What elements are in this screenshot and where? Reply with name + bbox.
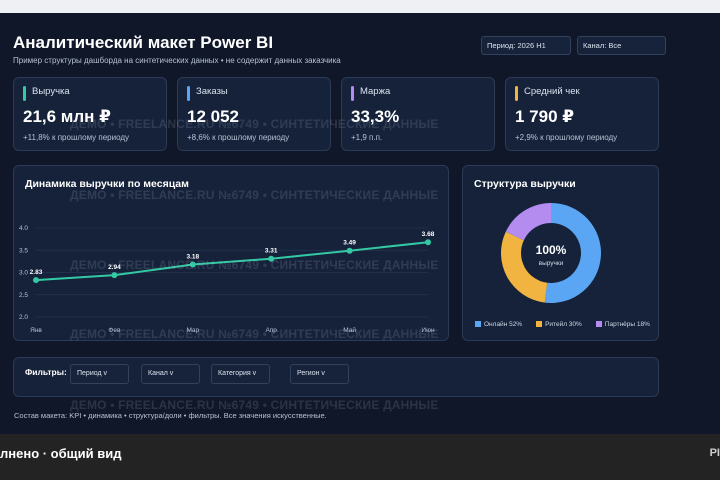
- donut-center-value: 100%: [536, 243, 567, 257]
- kpi-name: Маржа: [360, 86, 391, 97]
- revenue-donut-chart: 100% выручки: [501, 203, 602, 303]
- legend-item: Онлайн 52%: [475, 321, 522, 328]
- browser-top-strip: [0, 0, 720, 13]
- kpi-delta: +1,9 п.п.: [351, 133, 383, 142]
- data-point: [346, 247, 353, 254]
- kpi-card-revenue: Выручка 21,6 млн ₽ +11,8% к прошлому пер…: [13, 77, 167, 151]
- kpi-accent-bar: [23, 86, 26, 101]
- donut-legend: Онлайн 52% Ритейл 30% Партнёры 18%: [475, 321, 650, 328]
- page-header: Аналитический макет Power BI Пример стру…: [13, 33, 341, 65]
- kpi-accent-bar: [351, 86, 354, 101]
- data-label: 3.49: [343, 240, 356, 247]
- donut-center-label: выручки: [539, 260, 564, 267]
- data-point: [268, 255, 275, 262]
- data-point: [189, 261, 196, 268]
- x-tick-label: Июн: [421, 327, 435, 334]
- caption-left: лнено · общий вид: [0, 446, 122, 461]
- revenue-trend-card: Динамика выручки по месяцам 2.0 2.5 3.0 3.5…: [13, 165, 449, 341]
- donut-slice: [501, 231, 548, 303]
- y-tick-label: 4.0: [19, 225, 28, 232]
- y-tick-label: 2.5: [19, 292, 28, 299]
- data-point: [111, 272, 118, 279]
- data-label: 3.68: [422, 231, 435, 238]
- donut-chart-title: Структура выручки: [474, 178, 576, 190]
- donut-slice: [505, 203, 551, 241]
- filter-category-dropdown[interactable]: Категория v: [211, 364, 270, 384]
- kpi-card-margin: Маржа 33,3% +1,9 п.п.: [341, 77, 495, 151]
- kpi-name: Выручка: [32, 86, 70, 97]
- filters-label: Фильтры:: [25, 367, 67, 377]
- y-tick-label: 3.0: [19, 270, 28, 277]
- x-tick-label: Фев: [108, 327, 121, 334]
- legend-swatch: [595, 321, 602, 327]
- x-tick-label: Мар: [186, 327, 199, 334]
- data-point: [425, 239, 431, 246]
- revenue-structure-card: Структура выручки 100% выручки Онлайн 52%…: [462, 165, 659, 341]
- data-point: [33, 277, 39, 284]
- kpi-delta: +11,8% к прошлому периоду: [23, 133, 130, 142]
- footer-note: Состав макета: KPI • динамика • структур…: [14, 411, 327, 420]
- legend-label: Партнёры 18%: [604, 321, 650, 328]
- filter-channel-dropdown[interactable]: Канал v: [141, 364, 200, 384]
- legend-swatch: [536, 321, 543, 327]
- revenue-series-line: [35, 241, 429, 282]
- kpi-card-orders: Заказы 12 052 +8,6% к прошлому периоду: [177, 77, 331, 151]
- kpi-delta: +2,9% к прошлому периоду: [515, 133, 618, 142]
- kpi-value: 21,6 млн ₽: [23, 107, 112, 126]
- donut-slice: [544, 203, 602, 303]
- legend-item: Ритейл 30%: [536, 321, 582, 328]
- kpi-accent-bar: [515, 86, 518, 101]
- data-label: 2.94: [108, 264, 121, 271]
- caption-right: PI: [709, 447, 720, 459]
- y-tick-label: 2.0: [19, 314, 28, 321]
- x-tick-label: Апр: [265, 327, 277, 334]
- line-chart-title: Динамика выручки по месяцам: [25, 178, 189, 190]
- filter-period-dropdown[interactable]: Период v: [70, 364, 129, 384]
- kpi-value: 33,3%: [351, 107, 400, 126]
- kpi-value: 12 052: [187, 107, 239, 126]
- kpi-name: Заказы: [196, 86, 228, 97]
- data-label: 3.31: [265, 248, 278, 255]
- kpi-delta: +8,6% к прошлому периоду: [187, 133, 290, 142]
- page-title: Аналитический макет Power BI: [13, 33, 274, 52]
- legend-label: Ритейл 30%: [545, 321, 582, 328]
- watermark-text: ДЕМО • FREELANCE.RU №6749 • СИНТЕТИЧЕСКИ…: [70, 398, 439, 412]
- revenue-line-chart: 2.0 2.5 3.0 3.5 4.0 Янв Фев Мар Апр Май Июн 2.83 2.9…: [19, 225, 435, 334]
- bottom-caption-bar: лнено · общий вид PI: [0, 434, 720, 480]
- period-selector[interactable]: Период: 2026 H1: [481, 36, 571, 55]
- channel-selector[interactable]: Канал: Все: [577, 36, 666, 55]
- filter-region-dropdown[interactable]: Регион v: [290, 364, 349, 384]
- kpi-name: Средний чек: [524, 86, 580, 97]
- legend-swatch: [475, 321, 481, 327]
- kpi-value: 1 790 ₽: [515, 107, 575, 126]
- x-tick-label: Май: [343, 326, 356, 334]
- x-tick-label: Янв: [30, 327, 42, 334]
- data-label: 3.18: [186, 253, 199, 260]
- page-subtitle: Пример структуры дашборда на синтетическ…: [13, 56, 341, 65]
- legend-item: Партнёры 18%: [595, 321, 650, 328]
- filters-panel: Фильтры: Период v Канал v Категория v Ре…: [13, 357, 659, 397]
- y-tick-label: 3.5: [19, 247, 28, 254]
- kpi-card-avg-check: Средний чек 1 790 ₽ +2,9% к прошлому пер…: [505, 77, 659, 151]
- kpi-accent-bar: [187, 86, 190, 101]
- data-label: 2.83: [30, 269, 43, 276]
- legend-label: Онлайн 52%: [484, 321, 523, 328]
